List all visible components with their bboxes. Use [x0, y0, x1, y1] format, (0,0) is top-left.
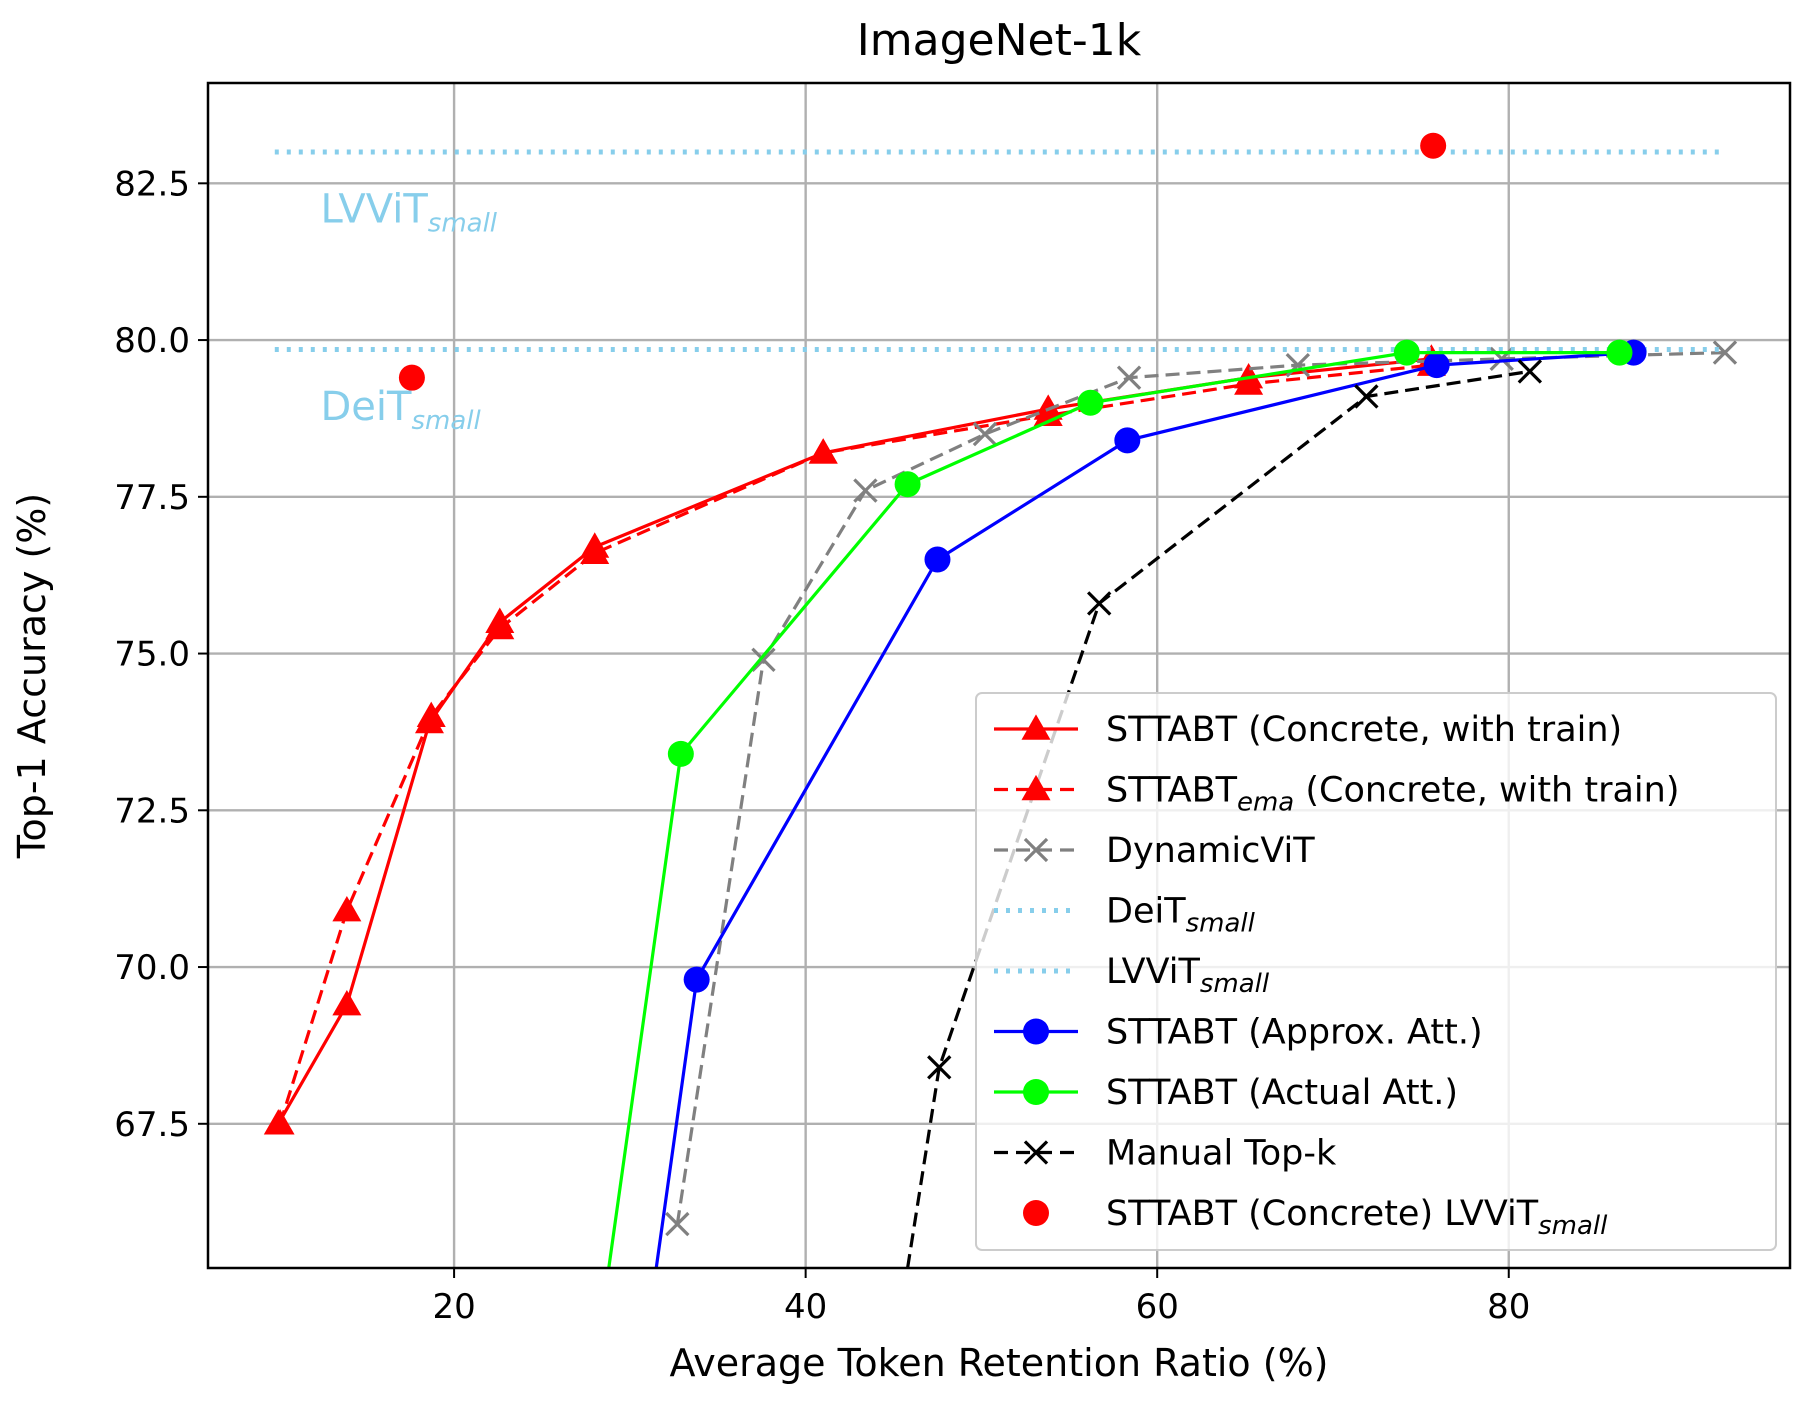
- legend-label: DeiTsmall: [1106, 892, 1256, 939]
- legend-item: DeiTsmall: [994, 892, 1256, 939]
- series-manual-top-k: [906, 359, 1543, 1269]
- data-point: [1234, 369, 1264, 395]
- legend-item: STTABT (Concrete) LVViTsmall: [1023, 1194, 1608, 1241]
- data-point: [1517, 359, 1543, 384]
- y-tick-label: 80.0: [114, 321, 190, 361]
- series-sttabt-actual-att-: [607, 339, 1633, 1269]
- data-point: [398, 364, 425, 391]
- y-tick-label: 82.5: [114, 164, 190, 204]
- legend-label: Manual Top-k: [1106, 1134, 1337, 1174]
- x-tick-label: 80: [1487, 1287, 1530, 1327]
- series-line: [278, 363, 1432, 1125]
- data-point: [683, 966, 710, 993]
- data-point: [1354, 384, 1379, 409]
- series-line: [675, 351, 1726, 1225]
- data-point: [751, 647, 776, 673]
- data-point: [894, 471, 921, 498]
- y-tick-label: 70.0: [114, 948, 190, 988]
- plot-frame: [206, 81, 1792, 1270]
- legend-item: STTABT (Approx. Att.): [994, 1013, 1483, 1053]
- series-line: [654, 351, 1634, 1269]
- series-sttabt-concrete-lvvitsmall: [398, 132, 1447, 391]
- legend-item: Manual Top-k: [994, 1134, 1337, 1174]
- data-point: [808, 438, 838, 464]
- legend-item: DynamicViT: [994, 831, 1315, 871]
- x-tick-label: 60: [1136, 1287, 1179, 1327]
- legend-item: STTABT (Concrete, with train): [994, 710, 1622, 750]
- y-axis-label: Top-1 Accuracy (%): [10, 493, 54, 859]
- legend-marker: [1023, 1200, 1049, 1226]
- data-point: [927, 1055, 952, 1080]
- legend-label: STTABT (Approx. Att.): [1106, 1013, 1483, 1053]
- x-tick-label: 20: [432, 1287, 475, 1327]
- y-tick-label: 77.5: [114, 478, 190, 518]
- legend-marker: [1021, 774, 1051, 801]
- reference-label: LVViTsmall: [320, 186, 497, 238]
- y-tick-label: 72.5: [114, 791, 190, 831]
- legend-marker: [1023, 837, 1049, 863]
- data-point: [667, 740, 694, 767]
- legend-label: STTABT (Actual Att.): [1106, 1073, 1458, 1113]
- series-line: [607, 351, 1620, 1269]
- data-point: [972, 421, 998, 447]
- data-point: [1712, 340, 1738, 365]
- series-layer: [263, 132, 1738, 1269]
- data-point: [1116, 365, 1142, 390]
- legend-label: STTABT (Concrete) LVViTsmall: [1106, 1194, 1608, 1241]
- x-tick-label: 40: [784, 1287, 827, 1327]
- data-point: [485, 613, 515, 640]
- data-point: [1087, 591, 1112, 616]
- data-point: [332, 990, 362, 1016]
- legend-marker: [1023, 1018, 1049, 1045]
- legend-item: LVViTsmall: [994, 952, 1270, 999]
- y-tick-label: 75.0: [114, 635, 190, 675]
- annotation-layer: LVViTsmall DeiTsmall: [320, 186, 497, 436]
- series-sttabt-approx-att-: [654, 339, 1647, 1269]
- legend-item: STTABTema (Concrete, with train): [994, 771, 1679, 818]
- data-point: [1420, 132, 1447, 159]
- data-point: [332, 895, 362, 922]
- legend-item: STTABT (Actual Att.): [994, 1073, 1458, 1113]
- data-point: [853, 478, 878, 503]
- data-point: [1077, 389, 1104, 416]
- data-point: [1606, 339, 1633, 366]
- legend: STTABT (Concrete, with train) STTABTema (…: [975, 692, 1777, 1251]
- data-point: [580, 538, 610, 564]
- legend-marker: [1023, 1079, 1049, 1105]
- legend-label: STTABTema (Concrete, with train): [1106, 771, 1679, 818]
- data-point: [265, 1109, 295, 1135]
- data-point: [1423, 352, 1450, 379]
- chart-title: ImageNet-1k: [857, 15, 1142, 66]
- data-point: [1114, 427, 1141, 454]
- reference-label: DeiTsmall: [320, 384, 481, 436]
- legend-marker: [1023, 1140, 1049, 1165]
- data-point: [665, 1211, 690, 1237]
- legend-label: LVViTsmall: [1106, 952, 1270, 999]
- x-axis-label: Average Token Retention Ratio (%): [669, 1341, 1328, 1385]
- data-point: [924, 546, 951, 573]
- data-point: [1393, 339, 1420, 366]
- y-tick-label: 67.5: [114, 1105, 190, 1145]
- data-point: [416, 701, 446, 727]
- axis-ticks: 20 40 60 80 67.5 70.0 72.5 75.0 77.5 80.0 82.5: [114, 164, 1530, 1327]
- grid: [208, 83, 1790, 1268]
- legend-label: DynamicViT: [1106, 831, 1315, 871]
- legend-marker: [1021, 714, 1051, 740]
- legend-box: [975, 692, 1777, 1251]
- legend-label: STTABT (Concrete, with train): [1106, 710, 1622, 750]
